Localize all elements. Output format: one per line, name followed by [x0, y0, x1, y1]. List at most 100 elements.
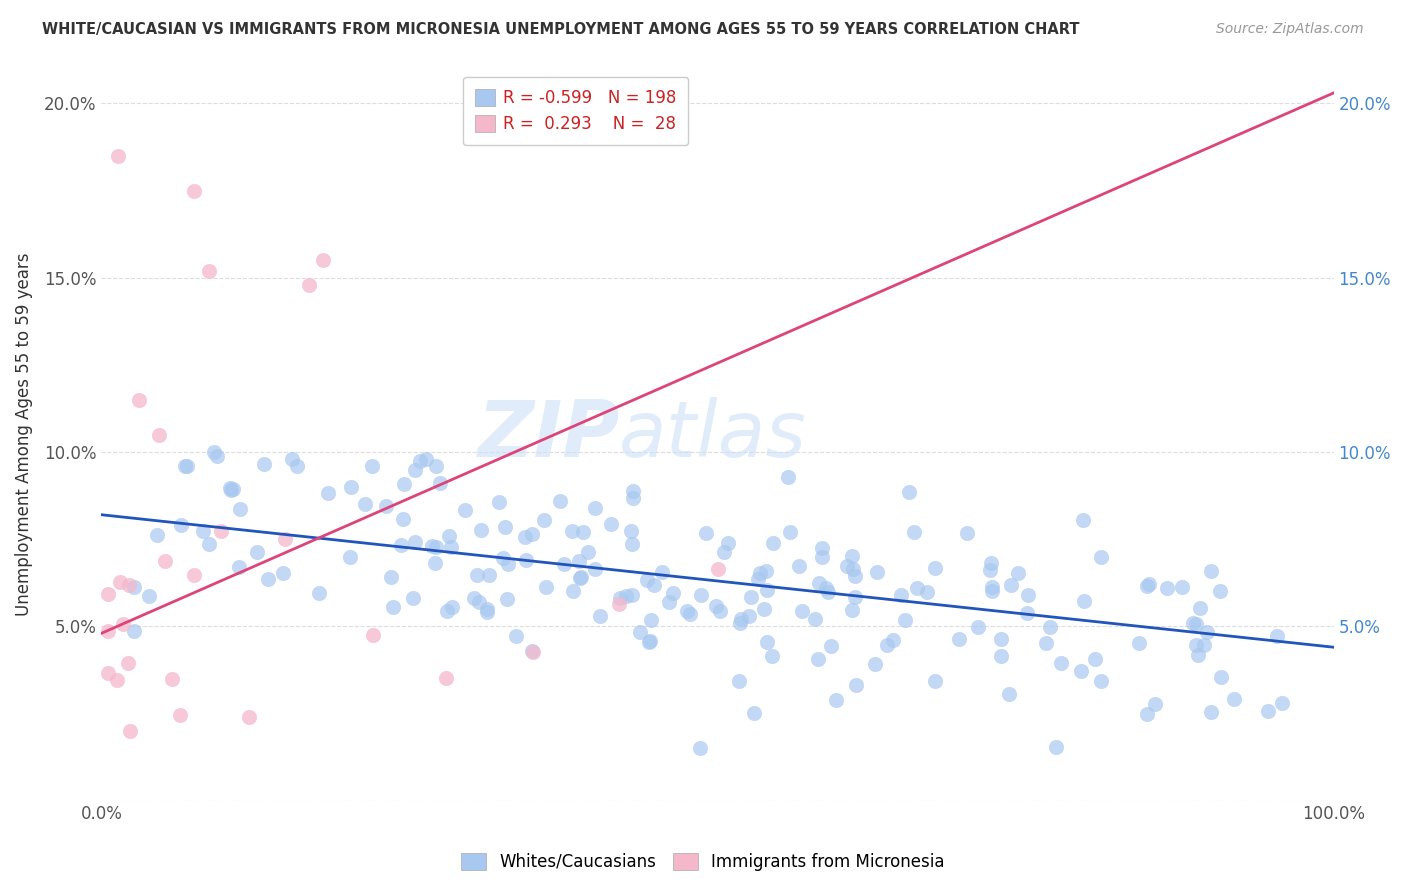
Point	[274, 532, 297, 546]
Point	[572, 524, 595, 539]
Point	[1199, 705, 1222, 719]
Point	[339, 549, 361, 564]
Point	[638, 633, 661, 648]
Point	[607, 598, 630, 612]
Point	[728, 674, 751, 689]
Point	[128, 392, 150, 407]
Point	[197, 263, 219, 277]
Point	[621, 588, 644, 602]
Point	[176, 458, 198, 473]
Point	[890, 588, 912, 602]
Point	[761, 648, 783, 663]
Point	[755, 635, 778, 649]
Point	[561, 524, 583, 539]
Point	[903, 524, 925, 539]
Point	[488, 495, 510, 509]
Point	[339, 480, 361, 494]
Point	[810, 549, 832, 564]
Point	[790, 604, 813, 618]
Point	[513, 530, 536, 544]
Point	[979, 563, 1001, 577]
Point	[209, 524, 232, 538]
Point	[948, 632, 970, 647]
Text: ZIP: ZIP	[477, 397, 619, 473]
Point	[475, 605, 498, 619]
Point	[623, 483, 645, 498]
Point	[392, 476, 415, 491]
Point	[1187, 648, 1209, 662]
Point	[298, 277, 321, 292]
Point	[1209, 584, 1232, 599]
Text: WHITE/CAUCASIAN VS IMMIGRANTS FROM MICRONESIA UNEMPLOYMENT AMONG AGES 55 TO 59 Y: WHITE/CAUCASIAN VS IMMIGRANTS FROM MICRO…	[42, 22, 1080, 37]
Point	[562, 584, 585, 599]
Point	[747, 572, 769, 586]
Point	[257, 572, 280, 586]
Point	[1045, 739, 1067, 754]
Point	[439, 528, 461, 542]
Point	[728, 616, 751, 631]
Legend: R = -0.599   N = 198, R =  0.293    N =  28: R = -0.599 N = 198, R = 0.293 N = 28	[464, 77, 689, 145]
Point	[174, 458, 197, 473]
Point	[713, 544, 735, 558]
Point	[679, 607, 702, 621]
Point	[354, 497, 377, 511]
Point	[468, 595, 491, 609]
Point	[609, 591, 631, 606]
Point	[107, 149, 129, 163]
Point	[1128, 636, 1150, 650]
Point	[124, 624, 146, 639]
Point	[229, 501, 252, 516]
Point	[662, 586, 685, 600]
Point	[844, 569, 866, 583]
Point	[740, 590, 762, 604]
Point	[820, 640, 842, 654]
Point	[600, 517, 623, 532]
Point	[762, 535, 785, 549]
Point	[191, 524, 214, 538]
Point	[583, 501, 606, 516]
Point	[1073, 594, 1095, 608]
Point	[548, 494, 571, 508]
Point	[787, 559, 810, 574]
Point	[534, 580, 557, 594]
Point	[505, 629, 527, 643]
Point	[120, 723, 142, 738]
Point	[1223, 692, 1246, 706]
Point	[690, 589, 713, 603]
Point	[1171, 580, 1194, 594]
Point	[478, 567, 501, 582]
Point	[695, 526, 717, 541]
Point	[492, 550, 515, 565]
Point	[454, 503, 477, 517]
Point	[1143, 698, 1166, 712]
Point	[425, 540, 447, 554]
Point	[882, 633, 904, 648]
Point	[640, 613, 662, 627]
Point	[876, 638, 898, 652]
Point	[1181, 615, 1204, 630]
Point	[709, 604, 731, 618]
Point	[238, 709, 260, 723]
Point	[981, 580, 1004, 594]
Point	[425, 556, 447, 570]
Point	[614, 589, 637, 603]
Point	[1189, 601, 1212, 615]
Point	[219, 481, 242, 495]
Point	[998, 687, 1021, 701]
Point	[835, 558, 858, 573]
Point	[1137, 577, 1160, 591]
Point	[621, 491, 644, 506]
Point	[118, 578, 141, 592]
Point	[1265, 629, 1288, 643]
Point	[568, 570, 591, 584]
Point	[1136, 579, 1159, 593]
Point	[1000, 578, 1022, 592]
Point	[436, 671, 458, 685]
Point	[1197, 625, 1219, 640]
Point	[122, 580, 145, 594]
Point	[1090, 673, 1112, 688]
Point	[803, 612, 825, 626]
Point	[198, 536, 221, 550]
Point	[808, 576, 831, 591]
Point	[817, 585, 839, 599]
